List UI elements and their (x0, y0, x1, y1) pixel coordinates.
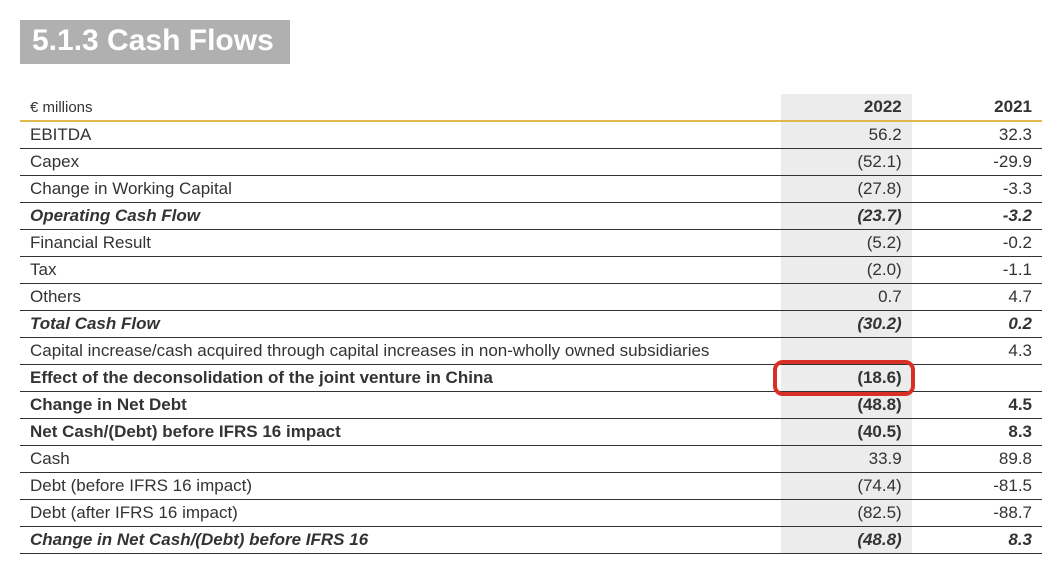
row-value-y1: 33.9 (781, 446, 911, 473)
row-value-y2: 89.8 (912, 446, 1042, 473)
row-label: Debt (after IFRS 16 impact) (20, 500, 781, 527)
row-label: Effect of the deconsolidation of the joi… (20, 365, 781, 392)
row-value-y1: (82.5) (781, 500, 911, 527)
row-value-y2: -3.2 (912, 203, 1042, 230)
row-value-y2: 4.5 (912, 392, 1042, 419)
row-value-y1: (30.2) (781, 311, 911, 338)
row-value-y1: (27.8) (781, 176, 911, 203)
row-label: Total Cash Flow (20, 311, 781, 338)
table-row: Financial Result(5.2)-0.2 (20, 230, 1042, 257)
row-value-y2: 0.2 (912, 311, 1042, 338)
row-value-y1: (48.8) (781, 392, 911, 419)
row-label: Change in Net Debt (20, 392, 781, 419)
row-value-y2: -29.9 (912, 149, 1042, 176)
cashflow-table: € millions 2022 2021 EBITDA56.232.3Capex… (20, 94, 1042, 554)
table-header-row: € millions 2022 2021 (20, 94, 1042, 121)
row-label: Operating Cash Flow (20, 203, 781, 230)
row-label: Change in Working Capital (20, 176, 781, 203)
table-row: Capex(52.1)-29.9 (20, 149, 1042, 176)
row-value-y2: 8.3 (912, 527, 1042, 554)
row-value-y2: -81.5 (912, 473, 1042, 500)
table-row: Effect of the deconsolidation of the joi… (20, 365, 1042, 392)
row-value-y1: (18.6) (781, 365, 911, 392)
row-value-y1: (48.8) (781, 527, 911, 554)
row-value-y2: 4.3 (912, 338, 1042, 365)
row-value-y1: (5.2) (781, 230, 911, 257)
row-value-y1: (23.7) (781, 203, 911, 230)
row-value-y2: 4.7 (912, 284, 1042, 311)
table-row: Change in Net Debt(48.8)4.5 (20, 392, 1042, 419)
table-row: Operating Cash Flow(23.7)-3.2 (20, 203, 1042, 230)
row-value-y1: (52.1) (781, 149, 911, 176)
table-row: Others0.74.7 (20, 284, 1042, 311)
table-row: Capital increase/cash acquired through c… (20, 338, 1042, 365)
row-label: Change in Net Cash/(Debt) before IFRS 16 (20, 527, 781, 554)
row-value-y1: 56.2 (781, 121, 911, 149)
row-value-y2: -3.3 (912, 176, 1042, 203)
row-label: Tax (20, 257, 781, 284)
col-header-y1: 2022 (781, 94, 911, 121)
section-heading: 5.1.3 Cash Flows (20, 20, 290, 64)
row-label: Capital increase/cash acquired through c… (20, 338, 781, 365)
row-value-y2: -88.7 (912, 500, 1042, 527)
row-value-y1: (40.5) (781, 419, 911, 446)
row-value-y2: 8.3 (912, 419, 1042, 446)
row-label: Debt (before IFRS 16 impact) (20, 473, 781, 500)
row-value-y1: 0.7 (781, 284, 911, 311)
row-label: Capex (20, 149, 781, 176)
row-value-y2: -1.1 (912, 257, 1042, 284)
row-label: Others (20, 284, 781, 311)
table-row: Tax(2.0)-1.1 (20, 257, 1042, 284)
table-row: Cash33.989.8 (20, 446, 1042, 473)
table-row: Change in Working Capital(27.8)-3.3 (20, 176, 1042, 203)
unit-label: € millions (20, 94, 781, 121)
highlight-annotation (773, 360, 914, 396)
row-value-y2: -0.2 (912, 230, 1042, 257)
row-value-y2 (912, 365, 1042, 392)
table-row: Change in Net Cash/(Debt) before IFRS 16… (20, 527, 1042, 554)
row-value-y1 (781, 338, 911, 365)
table-row: Total Cash Flow(30.2)0.2 (20, 311, 1042, 338)
row-label: Financial Result (20, 230, 781, 257)
row-label: Cash (20, 446, 781, 473)
row-label: Net Cash/(Debt) before IFRS 16 impact (20, 419, 781, 446)
table-row: Net Cash/(Debt) before IFRS 16 impact(40… (20, 419, 1042, 446)
row-value-y2: 32.3 (912, 121, 1042, 149)
col-header-y2: 2021 (912, 94, 1042, 121)
table-row: EBITDA56.232.3 (20, 121, 1042, 149)
row-label: EBITDA (20, 121, 781, 149)
row-value-y1: (2.0) (781, 257, 911, 284)
row-value-y1: (74.4) (781, 473, 911, 500)
table-row: Debt (after IFRS 16 impact)(82.5)-88.7 (20, 500, 1042, 527)
table-row: Debt (before IFRS 16 impact)(74.4)-81.5 (20, 473, 1042, 500)
